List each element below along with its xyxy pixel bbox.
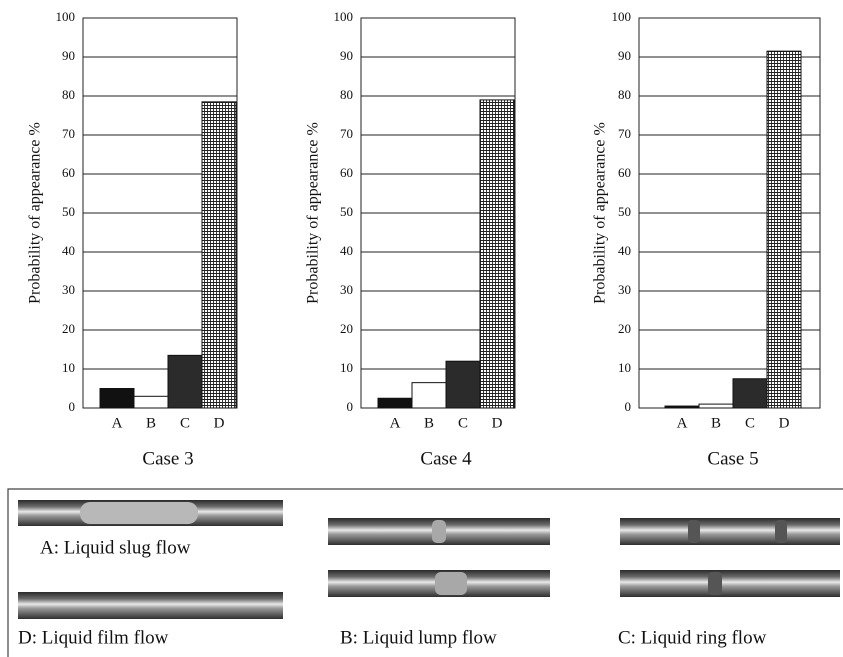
panel-frame: [7, 488, 843, 657]
y-tick-label: 50: [62, 204, 75, 219]
liquid-lump: [432, 520, 446, 543]
y-tick-label: 20: [618, 321, 631, 336]
y-tick-label: 10: [62, 360, 75, 375]
y-tick-label: 40: [340, 243, 353, 258]
bar: [766, 50, 802, 409]
y-tick-label: 100: [334, 9, 354, 24]
y-tick-label: 0: [347, 399, 354, 414]
y-tick-label: 0: [69, 399, 76, 414]
x-tick-label: C: [745, 415, 755, 431]
y-tick-label: 100: [56, 9, 76, 24]
bar: [133, 395, 169, 409]
y-tick-label: 70: [340, 126, 353, 141]
flow-image: [620, 570, 840, 597]
y-tick-label: 90: [62, 48, 75, 63]
y-tick-label: 90: [340, 48, 353, 63]
flow-image: [18, 592, 283, 619]
y-tick-label: 60: [340, 165, 353, 180]
caption: B: Liquid lump flow: [340, 627, 497, 648]
y-tick-label: 80: [340, 87, 353, 102]
y-tick-label: 30: [340, 282, 353, 297]
bar: [664, 405, 700, 409]
y-axis-label: Probability of appearance %: [305, 122, 322, 304]
x-tick-label: D: [492, 415, 503, 431]
liquid-slug: [80, 502, 198, 524]
y-tick-label: 50: [618, 204, 631, 219]
y-tick-label: 10: [340, 360, 353, 375]
y-tick-label: 30: [62, 282, 75, 297]
bar: [201, 101, 237, 409]
y-axis-label: Probability of appearance %: [27, 122, 44, 304]
y-tick-label: 100: [612, 9, 632, 24]
bar: [445, 360, 481, 409]
y-tick-label: 90: [618, 48, 631, 63]
y-tick-label: 0: [625, 399, 632, 414]
y-tick-label: 40: [618, 243, 631, 258]
liquid-lump: [435, 572, 467, 595]
bar: [479, 99, 515, 409]
flow-image: [620, 518, 840, 545]
x-tick-label: D: [214, 415, 225, 431]
y-tick-label: 80: [618, 87, 631, 102]
x-tick-label: C: [458, 415, 468, 431]
chart-title: Case 5: [707, 448, 758, 469]
liquid-ring: [775, 520, 787, 543]
bar: [732, 378, 768, 409]
x-tick-label: B: [424, 415, 434, 431]
bar: [698, 403, 734, 409]
flow-panel: A: Liquid slug flow D: Liquid film flow …: [7, 488, 843, 657]
x-tick-label: B: [146, 415, 156, 431]
y-tick-label: 40: [62, 243, 75, 258]
bar: [99, 388, 135, 409]
bar: [377, 397, 413, 409]
x-tick-label: A: [390, 415, 401, 431]
caption: D: Liquid film flow: [18, 627, 169, 648]
y-tick-label: 20: [340, 321, 353, 336]
caption: C: Liquid ring flow: [618, 627, 767, 648]
y-tick-label: 20: [62, 321, 75, 336]
y-tick-label: 70: [62, 126, 75, 141]
y-tick-label: 10: [618, 360, 631, 375]
x-tick-label: D: [779, 415, 790, 431]
chart-title: Case 4: [420, 448, 472, 469]
bar: [411, 382, 447, 409]
y-tick-label: 60: [62, 165, 75, 180]
liquid-ring: [708, 572, 722, 595]
y-tick-label: 80: [62, 87, 75, 102]
y-tick-label: 30: [618, 282, 631, 297]
x-tick-label: A: [112, 415, 123, 431]
chart-title: Case 3: [142, 448, 193, 469]
y-tick-label: 50: [340, 204, 353, 219]
y-tick-label: 70: [618, 126, 631, 141]
liquid-ring: [688, 520, 700, 543]
y-tick-label: 60: [618, 165, 631, 180]
x-tick-label: C: [180, 415, 190, 431]
bar: [167, 354, 203, 409]
x-tick-label: A: [677, 415, 688, 431]
caption: A: Liquid slug flow: [40, 537, 191, 558]
x-tick-label: B: [711, 415, 721, 431]
y-axis-label: Probability of appearance %: [592, 122, 609, 304]
